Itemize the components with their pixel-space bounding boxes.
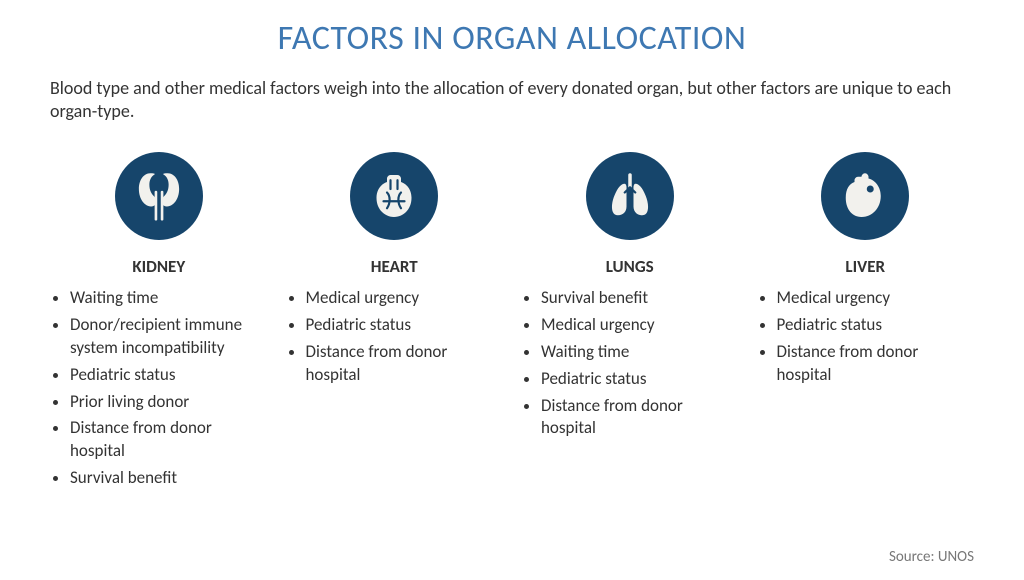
organ-columns: KIDNEY Waiting time Donor/recipient immu… xyxy=(50,152,974,495)
list-item: Distance from donor hospital xyxy=(70,417,268,463)
list-item: Distance from donor hospital xyxy=(777,341,975,387)
organ-column-heart: HEART Medical urgency Pediatric status D… xyxy=(286,152,504,495)
lungs-icon-circle xyxy=(586,152,674,240)
liver-icon-circle xyxy=(821,152,909,240)
list-item: Survival benefit xyxy=(70,467,268,490)
list-item: Medical urgency xyxy=(777,287,975,310)
list-item: Medical urgency xyxy=(306,287,504,310)
factor-list-kidney: Waiting time Donor/recipient immune syst… xyxy=(50,287,268,495)
list-item: Pediatric status xyxy=(70,364,268,387)
organ-column-lungs: LUNGS Survival benefit Medical urgency W… xyxy=(521,152,739,495)
heart-icon-circle xyxy=(350,152,438,240)
organ-name-liver: LIVER xyxy=(845,256,885,277)
organ-name-heart: HEART xyxy=(371,256,418,277)
list-item: Prior living donor xyxy=(70,391,268,414)
list-item: Distance from donor hospital xyxy=(541,395,739,441)
subtitle-text: Blood type and other medical factors wei… xyxy=(50,77,974,124)
list-item: Pediatric status xyxy=(777,314,975,337)
source-attribution: Source: UNOS xyxy=(889,548,974,566)
factor-list-heart: Medical urgency Pediatric status Distanc… xyxy=(286,287,504,391)
organ-name-kidney: KIDNEY xyxy=(132,256,185,277)
list-item: Pediatric status xyxy=(541,368,739,391)
factor-list-lungs: Survival benefit Medical urgency Waiting… xyxy=(521,287,739,445)
factor-list-liver: Medical urgency Pediatric status Distanc… xyxy=(757,287,975,391)
kidney-icon xyxy=(131,168,187,224)
list-item: Pediatric status xyxy=(306,314,504,337)
list-item: Waiting time xyxy=(541,341,739,364)
organ-column-liver: LIVER Medical urgency Pediatric status D… xyxy=(757,152,975,495)
kidney-icon-circle xyxy=(115,152,203,240)
page-title: FACTORS IN ORGAN ALLOCATION xyxy=(50,18,974,59)
list-item: Survival benefit xyxy=(541,287,739,310)
heart-icon xyxy=(366,168,422,224)
list-item: Waiting time xyxy=(70,287,268,310)
list-item: Distance from donor hospital xyxy=(306,341,504,387)
list-item: Donor/recipient immune system incompatib… xyxy=(70,314,268,360)
organ-name-lungs: LUNGS xyxy=(606,256,654,277)
organ-column-kidney: KIDNEY Waiting time Donor/recipient immu… xyxy=(50,152,268,495)
list-item: Medical urgency xyxy=(541,314,739,337)
liver-icon xyxy=(837,168,893,224)
lungs-icon xyxy=(602,168,658,224)
